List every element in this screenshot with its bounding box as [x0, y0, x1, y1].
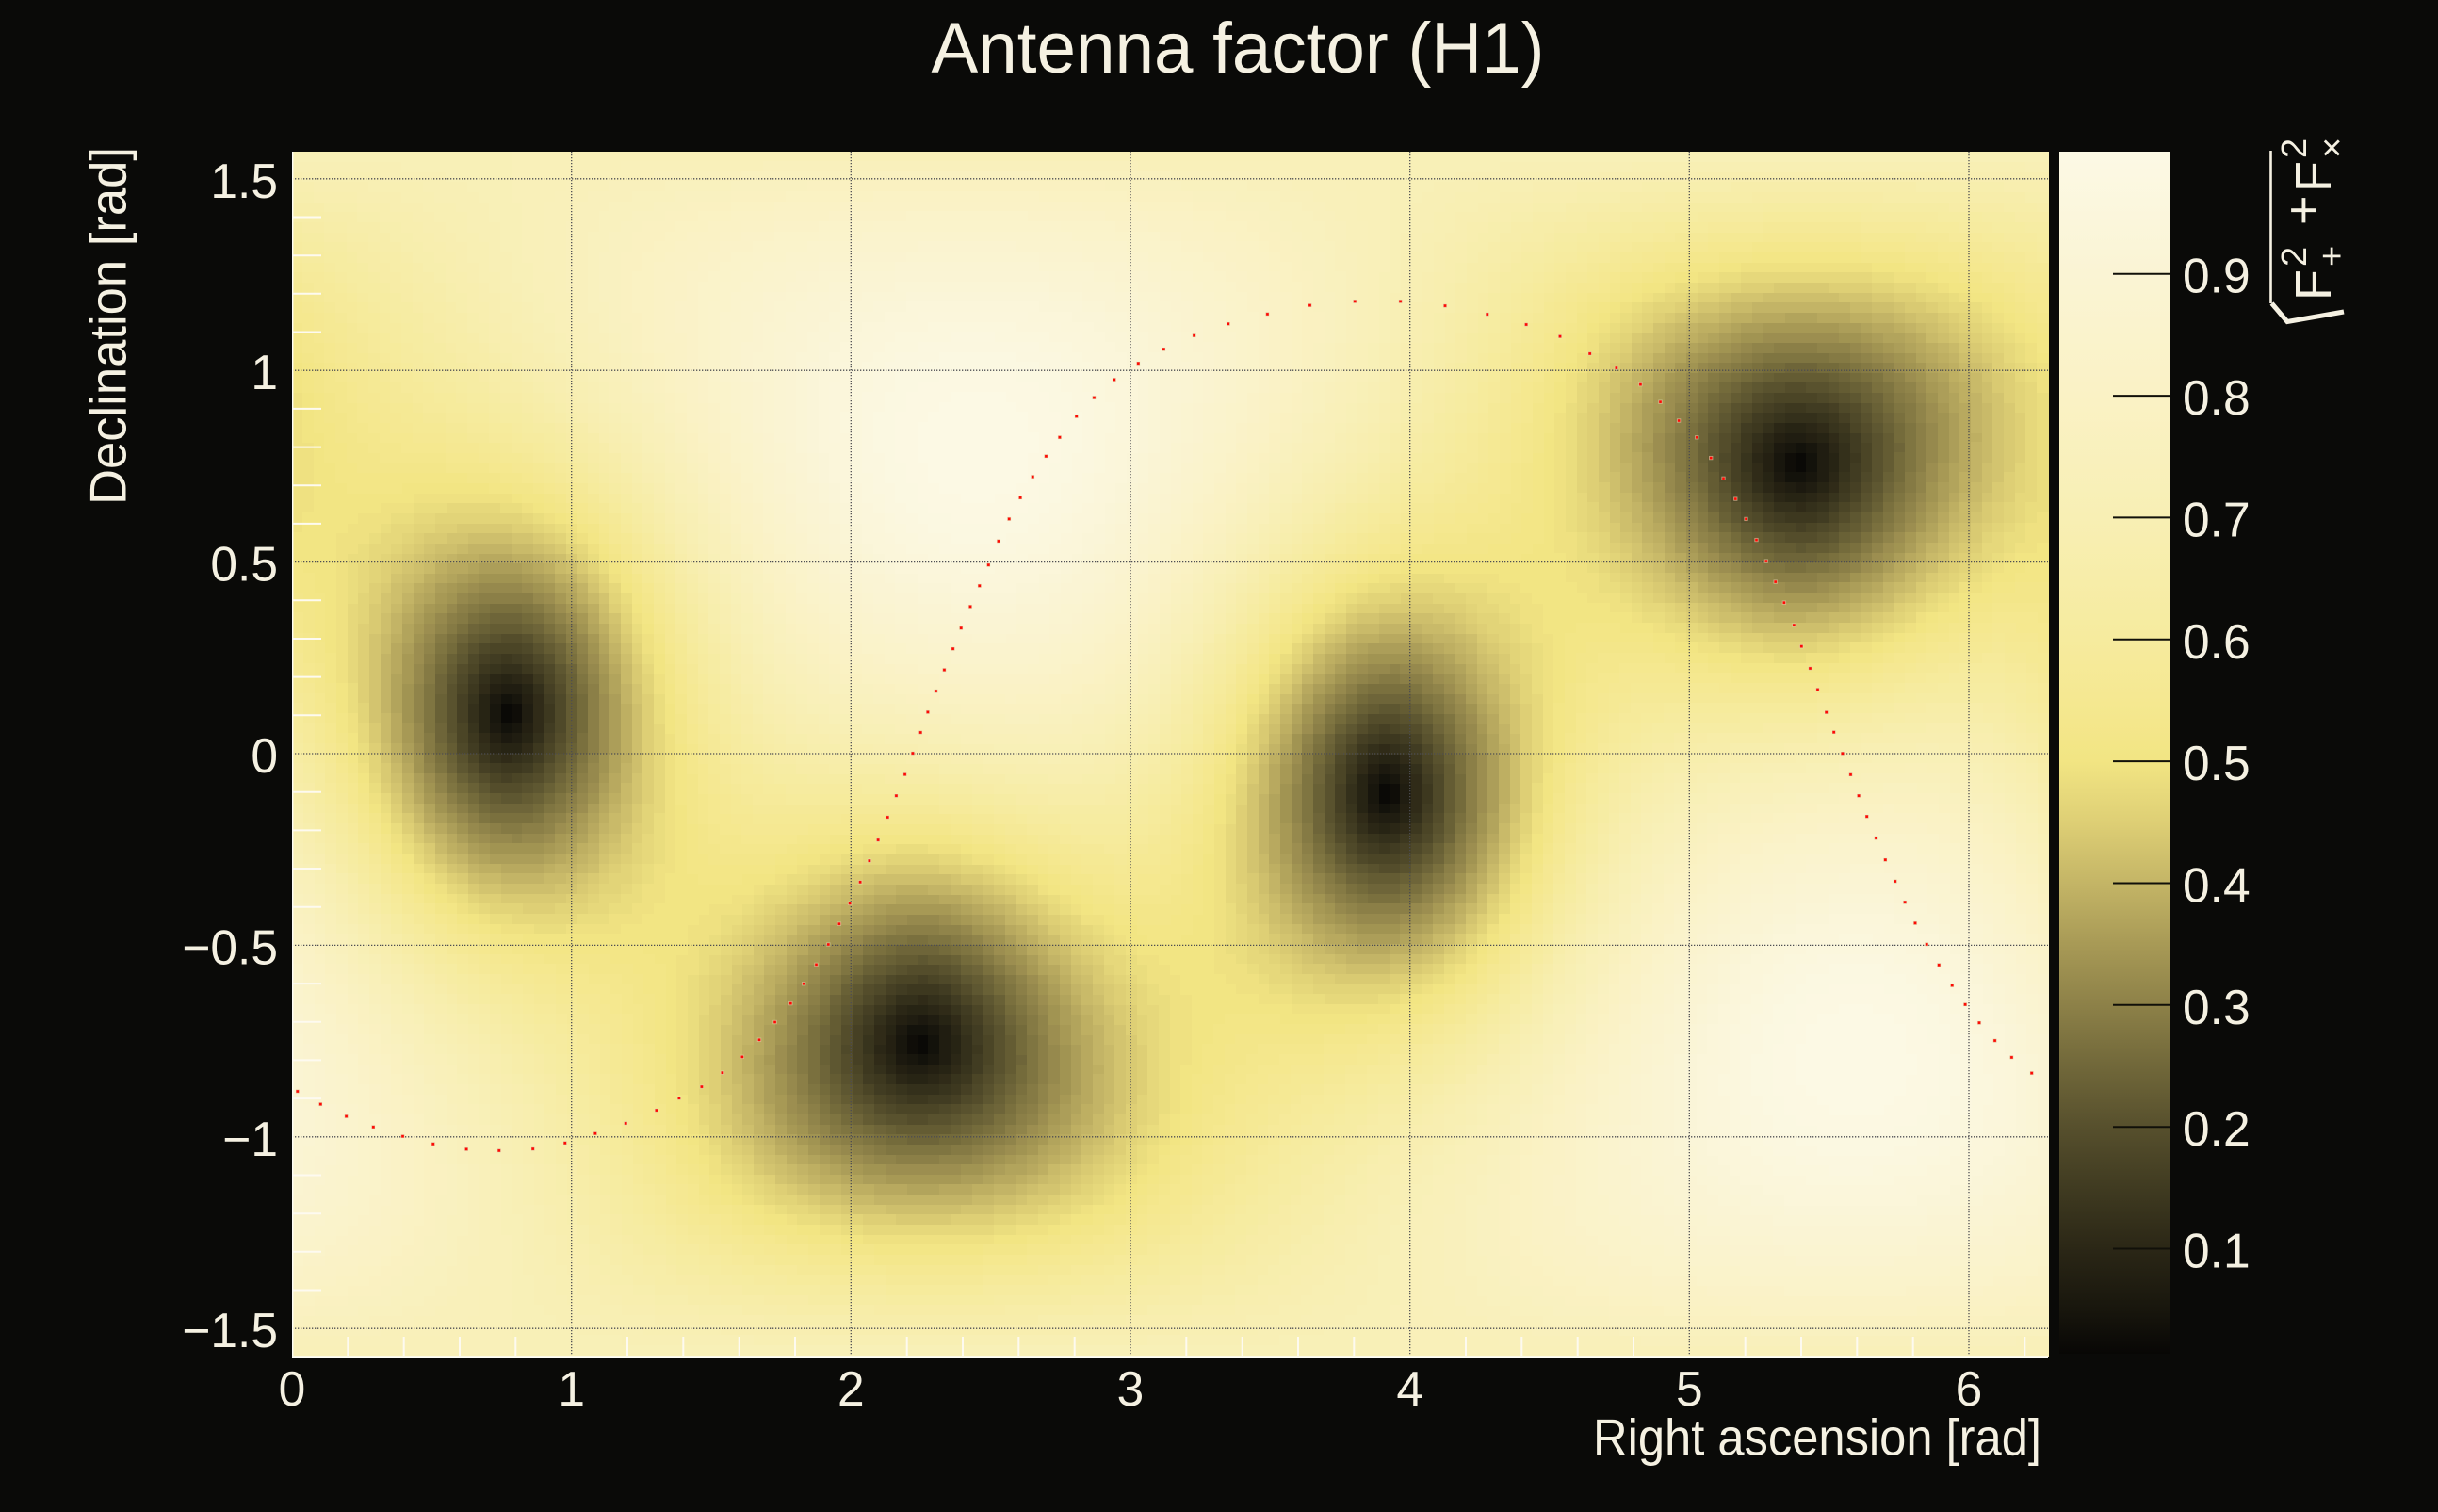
svg-text:2: 2	[837, 1361, 865, 1416]
svg-text:+: +	[2313, 246, 2352, 267]
svg-text:×: ×	[2313, 138, 2352, 158]
svg-text:0.3: 0.3	[2183, 980, 2251, 1034]
svg-text:5: 5	[1676, 1361, 1703, 1416]
svg-text:0.8: 0.8	[2183, 370, 2251, 425]
svg-text:Declination [rad]: Declination [rad]	[79, 147, 138, 505]
svg-text:0.7: 0.7	[2183, 492, 2251, 546]
svg-text:0: 0	[279, 1361, 306, 1416]
svg-text:4: 4	[1396, 1361, 1423, 1416]
svg-text:0.1: 0.1	[2183, 1224, 2251, 1278]
svg-text:0.5: 0.5	[2183, 736, 2251, 790]
svg-text:F: F	[2285, 161, 2342, 192]
svg-text:F: F	[2285, 269, 2342, 301]
svg-text:0.6: 0.6	[2183, 614, 2251, 669]
svg-text:−1: −1	[222, 1112, 278, 1166]
svg-text:2: 2	[2275, 138, 2315, 158]
svg-text:2: 2	[2275, 247, 2315, 267]
svg-text:Antenna factor (H1): Antenna factor (H1)	[932, 8, 1545, 89]
svg-text:0.4: 0.4	[2183, 858, 2251, 913]
svg-text:Right ascension [rad]: Right ascension [rad]	[1593, 1408, 2041, 1467]
svg-text:6: 6	[1956, 1361, 1983, 1416]
svg-text:0.5: 0.5	[210, 537, 278, 592]
svg-text:−1.5: −1.5	[182, 1303, 278, 1358]
svg-text:1: 1	[251, 345, 278, 399]
svg-text:0.2: 0.2	[2183, 1101, 2251, 1156]
svg-text:0: 0	[251, 728, 278, 783]
svg-text:0.9: 0.9	[2183, 249, 2251, 303]
svg-text:−0.5: −0.5	[182, 919, 278, 974]
svg-text:1.5: 1.5	[210, 154, 278, 208]
svg-text:1: 1	[558, 1361, 585, 1416]
svg-text:3: 3	[1117, 1361, 1145, 1416]
svg-text:+: +	[2275, 195, 2332, 225]
